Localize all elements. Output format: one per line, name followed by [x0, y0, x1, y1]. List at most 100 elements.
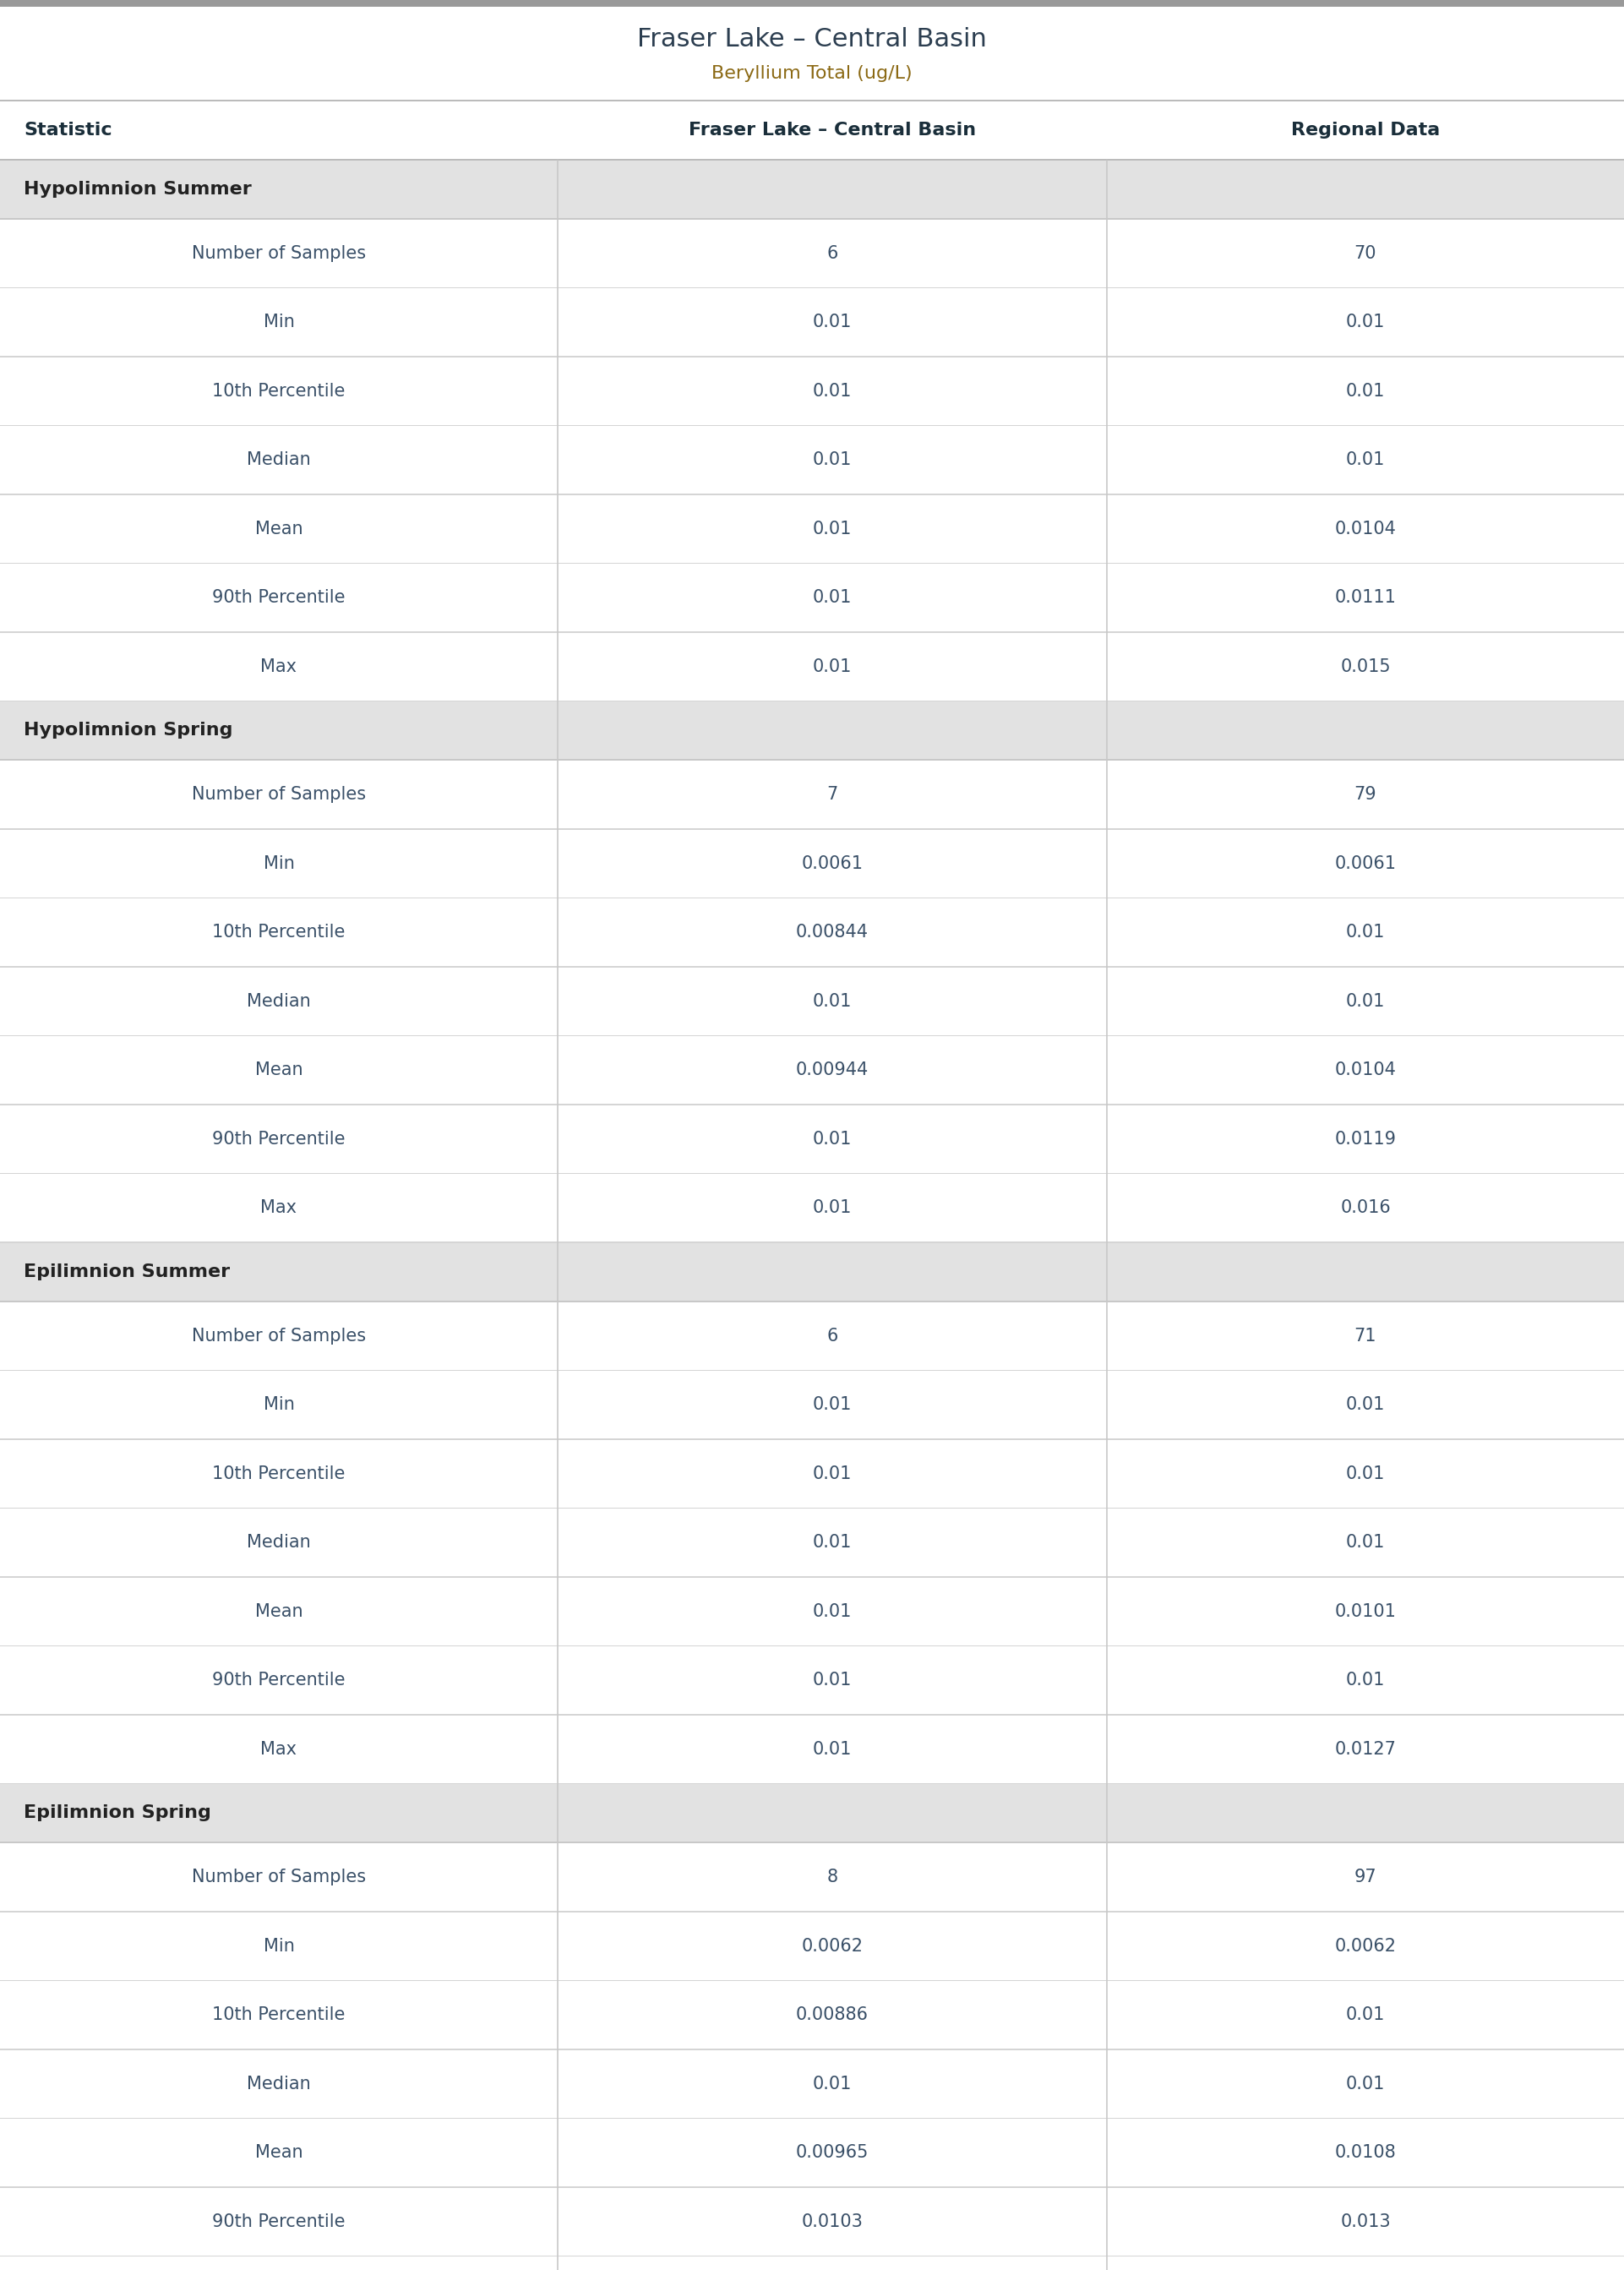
Bar: [0, 633, 1624, 701]
Text: 0.0103: 0.0103: [802, 2213, 862, 2229]
Text: Mean: Mean: [255, 1603, 302, 1621]
Text: Fraser Lake – Central Basin: Fraser Lake – Central Basin: [637, 27, 987, 52]
Bar: [0, 1646, 1624, 1714]
Text: 10th Percentile: 10th Percentile: [213, 384, 346, 400]
Text: Mean: Mean: [255, 1062, 302, 1078]
Text: 71: 71: [1354, 1328, 1377, 1344]
Bar: [0, 161, 1624, 218]
Bar: [0, 831, 1624, 897]
Text: 0.0111: 0.0111: [1335, 590, 1397, 606]
Text: 7: 7: [827, 785, 838, 804]
Text: 0.01: 0.01: [812, 590, 853, 606]
Text: 0.0061: 0.0061: [801, 856, 862, 872]
Text: 6: 6: [827, 245, 838, 261]
Text: Epilimnion Spring: Epilimnion Spring: [24, 1805, 211, 1821]
Bar: [0, 701, 1624, 758]
Bar: [0, 1578, 1624, 1646]
Text: Fraser Lake – Central Basin: Fraser Lake – Central Basin: [689, 120, 976, 138]
Text: 0.00844: 0.00844: [796, 924, 869, 940]
Text: Max: Max: [261, 1199, 297, 1217]
Bar: [0, 1174, 1624, 1242]
Text: 0.0061: 0.0061: [1335, 856, 1397, 872]
Text: Regional Data: Regional Data: [1291, 120, 1440, 138]
Text: 0.01: 0.01: [812, 1673, 853, 1689]
Bar: [0, 899, 1624, 967]
Text: 0.01: 0.01: [1346, 992, 1385, 1010]
Text: 0.01: 0.01: [812, 2075, 853, 2093]
Bar: [0, 495, 1624, 563]
Text: 0.01: 0.01: [812, 313, 853, 331]
Text: 0.0062: 0.0062: [801, 1939, 862, 1954]
Bar: [0, 1716, 1624, 1782]
Text: 0.01: 0.01: [1346, 2075, 1385, 2093]
Text: 90th Percentile: 90th Percentile: [213, 1673, 346, 1689]
Text: 0.0119: 0.0119: [1335, 1130, 1397, 1146]
Text: 0.01: 0.01: [1346, 1464, 1385, 1482]
Text: 0.01: 0.01: [1346, 384, 1385, 400]
Text: 90th Percentile: 90th Percentile: [213, 590, 346, 606]
Bar: [0, 1510, 1624, 1575]
Text: 0.016: 0.016: [1340, 1199, 1390, 1217]
Bar: [0, 2256, 1624, 2270]
Text: 0.0104: 0.0104: [1335, 520, 1397, 538]
Text: 0.01: 0.01: [812, 1741, 853, 1757]
Bar: [0, 427, 1624, 495]
Bar: [0, 1439, 1624, 1507]
Text: 0.01: 0.01: [1346, 452, 1385, 468]
Text: Median: Median: [247, 992, 310, 1010]
Text: 0.01: 0.01: [1346, 924, 1385, 940]
Text: 0.0062: 0.0062: [1335, 1939, 1397, 1954]
Text: Number of Samples: Number of Samples: [192, 1868, 365, 1886]
Text: 0.00886: 0.00886: [796, 2007, 869, 2023]
Bar: [0, 1244, 1624, 1301]
Bar: [0, 760, 1624, 829]
Text: 10th Percentile: 10th Percentile: [213, 2007, 346, 2023]
Text: 0.00944: 0.00944: [796, 1062, 869, 1078]
Bar: [0, 2050, 1624, 2118]
Text: 0.01: 0.01: [1346, 1673, 1385, 1689]
Bar: [0, 100, 1624, 159]
Text: 0.015: 0.015: [1340, 658, 1390, 674]
Text: 0.01: 0.01: [1346, 313, 1385, 331]
Text: 0.0101: 0.0101: [1335, 1603, 1397, 1621]
Bar: [0, 1105, 1624, 1174]
Text: Hypolimnion Summer: Hypolimnion Summer: [24, 182, 252, 197]
Bar: [0, 2118, 1624, 2186]
Text: Median: Median: [247, 2075, 310, 2093]
Bar: [0, 967, 1624, 1035]
Text: 0.01: 0.01: [1346, 2007, 1385, 2023]
Text: 0.01: 0.01: [812, 1130, 853, 1146]
Text: 90th Percentile: 90th Percentile: [213, 2213, 346, 2229]
Bar: [0, 1911, 1624, 1979]
Text: Median: Median: [247, 1535, 310, 1550]
Text: 0.01: 0.01: [1346, 1396, 1385, 1414]
Text: 70: 70: [1354, 245, 1377, 261]
Text: Number of Samples: Number of Samples: [192, 785, 365, 804]
Text: Number of Samples: Number of Samples: [192, 1328, 365, 1344]
Bar: [0, 1371, 1624, 1439]
Text: 97: 97: [1354, 1868, 1377, 1886]
Text: 0.01: 0.01: [812, 452, 853, 468]
Bar: [0, 1982, 1624, 2050]
Text: 0.01: 0.01: [1346, 1535, 1385, 1550]
Text: 0.01: 0.01: [812, 1464, 853, 1482]
Bar: [0, 2188, 1624, 2256]
Text: Mean: Mean: [255, 2145, 302, 2161]
Text: Max: Max: [261, 658, 297, 674]
Bar: [0, 1784, 1624, 1841]
Text: Statistic: Statistic: [24, 120, 112, 138]
Text: Mean: Mean: [255, 520, 302, 538]
Text: 0.01: 0.01: [812, 1396, 853, 1414]
Text: Min: Min: [263, 1939, 294, 1954]
Text: 10th Percentile: 10th Percentile: [213, 924, 346, 940]
Bar: [0, 220, 1624, 286]
Text: 0.01: 0.01: [812, 992, 853, 1010]
Text: Beryllium Total (ug/L): Beryllium Total (ug/L): [711, 66, 913, 82]
Text: Min: Min: [263, 1396, 294, 1414]
Text: 0.01: 0.01: [812, 1199, 853, 1217]
Text: 8: 8: [827, 1868, 838, 1886]
Text: 0.0127: 0.0127: [1335, 1741, 1397, 1757]
Text: Max: Max: [261, 1741, 297, 1757]
Text: 90th Percentile: 90th Percentile: [213, 1130, 346, 1146]
Text: 0.01: 0.01: [812, 520, 853, 538]
